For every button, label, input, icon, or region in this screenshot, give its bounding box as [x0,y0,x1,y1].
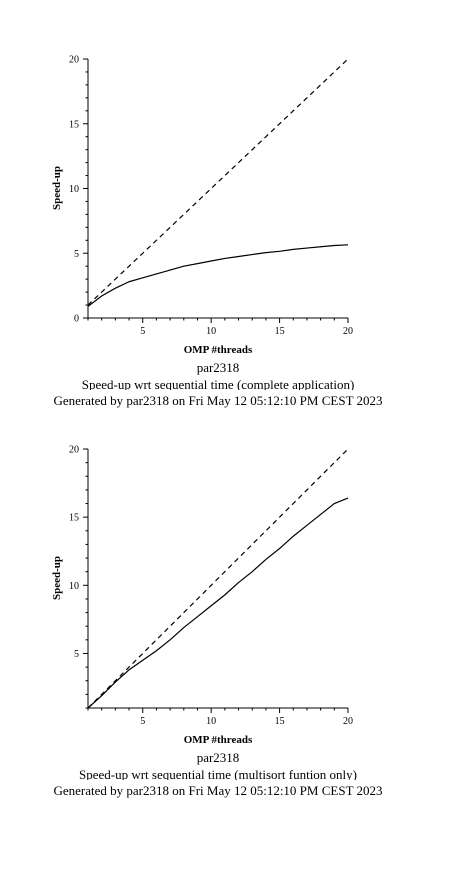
y-tick-label: 10 [69,581,79,592]
x-tick-label: 15 [275,716,285,727]
x-tick-label: 20 [343,716,353,727]
y-tick-label: 5 [74,649,79,660]
y-tick-label: 15 [69,119,79,130]
y-axis-title: Speed-up [51,556,63,600]
measured-speedup-line [87,497,349,709]
x-tick-label: 5 [140,716,145,727]
caption-line-3-complete: Generated by par2318 on Fri May 12 05:12… [53,393,383,408]
y-tick-label: 0 [74,314,79,325]
caption-line-3-multisort: Generated by par2318 on Fri May 12 05:12… [53,783,383,798]
y-tick-label: 15 [69,513,79,524]
y-axis-title: Speed-up [51,166,63,210]
y-tick-label: 10 [69,184,79,195]
x-axis-title: OMP #threads [184,734,253,746]
speedup-chart-complete-application: 0 5 10 15 20 5 10 15 20 OMP #threads Speed-up pa… [51,55,355,391]
y-tick-label: 5 [74,249,79,260]
y-tick-label: 20 [69,445,79,456]
x-tick-label: 20 [343,326,353,337]
caption-line-2: Speed-up wrt sequential time (complete a… [82,377,355,390]
caption-line-1: par2318 [197,750,240,765]
speedup-chart-multisort-function: 5 10 15 20 5 10 15 20 OMP #threads Speed-up par… [51,445,357,781]
caption-line-1: par2318 [197,360,240,375]
x-tick-label: 10 [206,716,216,727]
y-tick-label: 20 [69,55,79,66]
ideal-speedup-line [87,448,349,709]
x-axis-title: OMP #threads [184,344,253,356]
measured-speedup-line [87,244,349,307]
ideal-speedup-line [87,58,349,306]
x-tick-label: 10 [206,326,216,337]
caption-line-2: Speed-up wrt sequential time (multisort … [79,767,357,780]
x-tick-label: 15 [275,326,285,337]
x-tick-label: 5 [140,326,145,337]
